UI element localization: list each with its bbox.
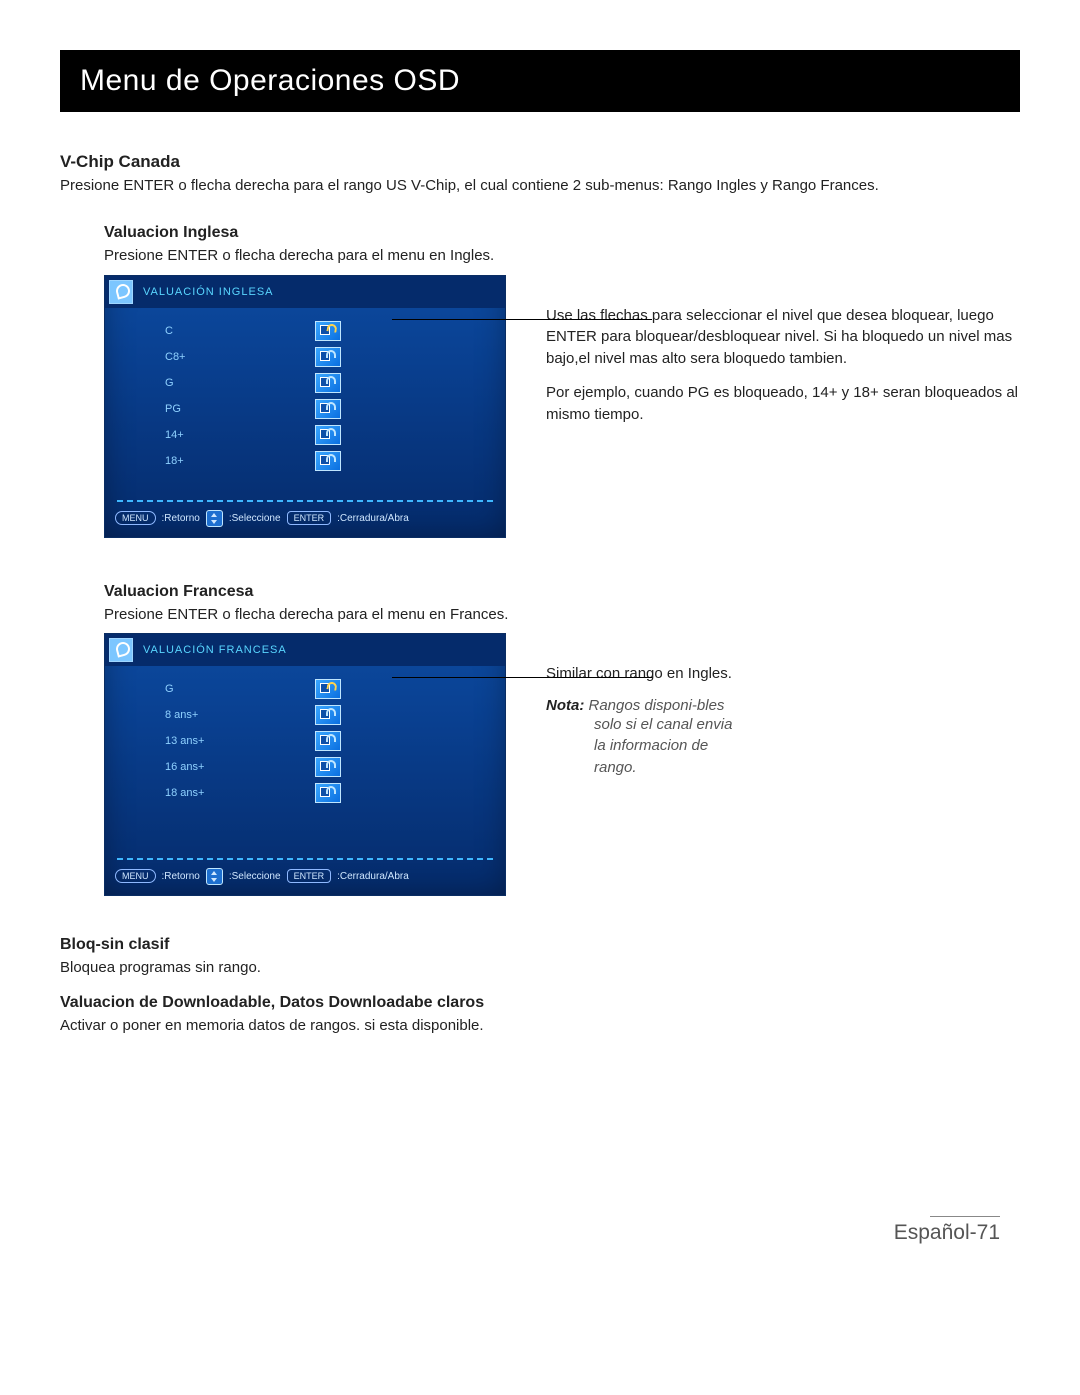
rating-row[interactable]: 18 ans+ bbox=[105, 780, 505, 806]
nav-select-label: :Seleccione bbox=[229, 513, 281, 524]
lock-icon[interactable] bbox=[315, 705, 341, 725]
english-heading: Valuacion Inglesa bbox=[104, 224, 1020, 242]
menu-button-icon: MENU bbox=[115, 869, 156, 883]
rating-row[interactable]: 8 ans+ bbox=[105, 702, 505, 728]
nav-select-label: :Seleccione bbox=[229, 871, 281, 882]
lock-icon[interactable] bbox=[315, 347, 341, 367]
rating-label: 18+ bbox=[165, 455, 315, 467]
rating-row[interactable]: 18+ bbox=[105, 448, 505, 474]
unlock-icon[interactable] bbox=[315, 679, 341, 699]
osd-french: VALUACIÓN FRANCESA G 8 ans+ 13 ans+ 16 ans+… bbox=[104, 633, 506, 896]
lock-category-icon bbox=[109, 280, 133, 304]
nav-return-label: :Retorno bbox=[162, 513, 200, 524]
osd-english-title: VALUACIÓN INGLESA bbox=[143, 286, 274, 298]
english-help-1: Use las flechas para seleccionar el nive… bbox=[546, 305, 1020, 370]
download-heading: Valuacion de Downloadable, Datos Downloa… bbox=[60, 994, 1020, 1012]
rating-label: 16 ans+ bbox=[165, 761, 315, 773]
enter-button-icon: ENTER bbox=[287, 511, 332, 525]
osd-french-title: VALUACIÓN FRANCESA bbox=[143, 644, 287, 656]
english-text: Presione ENTER o flecha derecha para el … bbox=[104, 246, 1020, 266]
osd-nav: MENU :Retorno :Seleccione ENTER :Cerradu… bbox=[105, 860, 505, 895]
rating-row[interactable]: C bbox=[105, 318, 505, 344]
rating-row[interactable]: 14+ bbox=[105, 422, 505, 448]
note-line-2: la informacion de bbox=[594, 735, 1020, 757]
footer-lang: Español- bbox=[894, 1221, 977, 1244]
english-help-2: Por ejemplo, cuando PG es bloqueado, 14+… bbox=[546, 382, 1020, 426]
note-label: Nota: bbox=[546, 697, 584, 714]
lock-icon[interactable] bbox=[315, 451, 341, 471]
rating-label: G bbox=[165, 683, 315, 695]
callout-line bbox=[392, 677, 652, 678]
updown-icon bbox=[206, 510, 223, 527]
rating-row[interactable]: PG bbox=[105, 396, 505, 422]
nav-action-label: :Cerradura/Abra bbox=[337, 871, 409, 882]
unlock-icon[interactable] bbox=[315, 321, 341, 341]
rating-label: C8+ bbox=[165, 351, 315, 363]
note-line-3: rango. bbox=[594, 757, 1020, 779]
lock-icon[interactable] bbox=[315, 757, 341, 777]
bloq-heading: Bloq-sin clasif bbox=[60, 936, 1020, 954]
page-footer: Español-71 bbox=[60, 1216, 1020, 1245]
enter-button-icon: ENTER bbox=[287, 869, 332, 883]
french-heading: Valuacion Francesa bbox=[104, 583, 1020, 601]
vchip-text: Presione ENTER o flecha derecha para el … bbox=[60, 176, 1020, 196]
lock-icon[interactable] bbox=[315, 399, 341, 419]
rating-label: PG bbox=[165, 403, 315, 415]
download-text: Activar o poner en memoria datos de rang… bbox=[60, 1016, 1020, 1036]
french-help-1: Similar con rango en Ingles. bbox=[546, 663, 1020, 685]
lock-icon[interactable] bbox=[315, 373, 341, 393]
note-line-1: solo si el canal envia bbox=[594, 714, 1020, 736]
footer-page: 71 bbox=[977, 1221, 1000, 1244]
lock-category-icon bbox=[109, 638, 133, 662]
page-title: Menu de Operaciones OSD bbox=[60, 50, 1020, 112]
rating-row[interactable]: 16 ans+ bbox=[105, 754, 505, 780]
rating-row[interactable]: 13 ans+ bbox=[105, 728, 505, 754]
menu-button-icon: MENU bbox=[115, 511, 156, 525]
rating-label: 8 ans+ bbox=[165, 709, 315, 721]
rating-label: 14+ bbox=[165, 429, 315, 441]
osd-english: VALUACIÓN INGLESA C C8+ G PG 14+ 18+ MENU :Re… bbox=[104, 275, 506, 538]
nav-return-label: :Retorno bbox=[162, 871, 200, 882]
note-text: Rangos disponi-bles bbox=[584, 697, 724, 714]
lock-icon[interactable] bbox=[315, 783, 341, 803]
lock-icon[interactable] bbox=[315, 425, 341, 445]
callout-line bbox=[392, 319, 652, 320]
rating-label: G bbox=[165, 377, 315, 389]
rating-row[interactable]: G bbox=[105, 676, 505, 702]
lock-icon[interactable] bbox=[315, 731, 341, 751]
rating-label: 13 ans+ bbox=[165, 735, 315, 747]
updown-icon bbox=[206, 868, 223, 885]
rating-label: 18 ans+ bbox=[165, 787, 315, 799]
osd-nav: MENU :Retorno :Seleccione ENTER :Cerradu… bbox=[105, 502, 505, 537]
french-text: Presione ENTER o flecha derecha para el … bbox=[104, 605, 1020, 625]
rating-label: C bbox=[165, 325, 315, 337]
vchip-heading: V-Chip Canada bbox=[60, 152, 1020, 172]
rating-row[interactable]: C8+ bbox=[105, 344, 505, 370]
french-note: Nota: Rangos disponi-bles solo si el can… bbox=[546, 697, 1020, 779]
bloq-text: Bloquea programas sin rango. bbox=[60, 958, 1020, 978]
rating-row[interactable]: G bbox=[105, 370, 505, 396]
nav-action-label: :Cerradura/Abra bbox=[337, 513, 409, 524]
